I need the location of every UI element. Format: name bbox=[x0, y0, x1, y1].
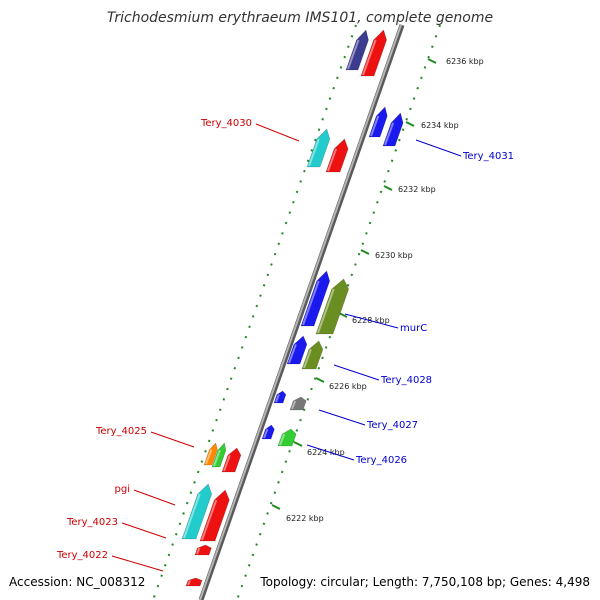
gene-arrow[interactable] bbox=[360, 29, 387, 77]
topology-text: Topology: circular; Length: 7,750,108 bp… bbox=[259, 575, 590, 589]
gene-arrow-highlight bbox=[308, 138, 320, 167]
tick-mark bbox=[271, 504, 281, 510]
tick-label: 6232 kbp bbox=[398, 185, 436, 194]
tick-mark bbox=[427, 58, 437, 64]
gene-arrow-highlight bbox=[263, 428, 269, 439]
tick-mark bbox=[293, 441, 303, 447]
gene-arrow-highlight bbox=[201, 499, 218, 541]
gene-arrow-highlight bbox=[303, 349, 312, 369]
gene-arrow[interactable] bbox=[382, 112, 404, 147]
tick-label: 6224 kbp bbox=[307, 448, 345, 457]
gene-arrow-highlight bbox=[196, 547, 201, 555]
tick-label: 6236 kbp bbox=[446, 57, 484, 66]
gene-arrow-highlight bbox=[288, 344, 297, 364]
gene-label-leader bbox=[415, 139, 462, 157]
tick-label: 6222 kbp bbox=[286, 514, 324, 523]
gene-arrow-highlight bbox=[370, 115, 380, 137]
gene-arrow[interactable] bbox=[289, 396, 307, 411]
gene-label-leader bbox=[306, 444, 355, 461]
gene-arrow[interactable] bbox=[194, 544, 212, 556]
tick-label: 6230 kbp bbox=[375, 251, 413, 260]
genes-layer bbox=[181, 29, 404, 587]
labels-layer: Tery_4030 Tery_4031 murC Tery_4028 Tery_4027… bbox=[56, 118, 514, 572]
gene-label[interactable]: Tery_4031 bbox=[462, 151, 514, 162]
tick-mark bbox=[360, 249, 370, 255]
gene-arrow-highlight bbox=[362, 39, 377, 76]
gene-arrow[interactable] bbox=[203, 442, 218, 466]
gene-arrow-highlight bbox=[205, 449, 213, 465]
tick-mark bbox=[338, 312, 348, 318]
gene-arrow[interactable] bbox=[345, 29, 369, 71]
gene-arrow-highlight bbox=[347, 39, 360, 70]
gene-arrow[interactable] bbox=[368, 106, 388, 138]
gene-arrow[interactable] bbox=[325, 138, 349, 173]
gene-label[interactable]: Tery_4025 bbox=[95, 426, 147, 437]
gene-arrow-highlight bbox=[327, 148, 338, 172]
gene-arrow[interactable] bbox=[273, 390, 287, 404]
accession-text: Accession: NC_008312 bbox=[9, 575, 145, 589]
gene-label-leader bbox=[111, 555, 164, 572]
gene-arrow[interactable] bbox=[199, 489, 230, 542]
gene-label-leader bbox=[333, 364, 380, 381]
tick-mark bbox=[383, 185, 393, 191]
gene-label[interactable]: pgi bbox=[115, 484, 130, 495]
gene-arrow-highlight bbox=[275, 394, 280, 403]
gene-arrow-highlight bbox=[291, 400, 297, 410]
gene-label[interactable]: Tery_4028 bbox=[380, 375, 432, 386]
tick-mark bbox=[405, 121, 415, 127]
gene-label[interactable]: murC bbox=[400, 323, 427, 334]
gene-arrow-highlight bbox=[187, 580, 191, 586]
gene-arrow[interactable] bbox=[261, 424, 275, 440]
gene-arrow-highlight bbox=[279, 433, 286, 446]
tick-label: 6234 kbp bbox=[421, 121, 459, 130]
gene-label-leader bbox=[121, 522, 167, 539]
gene-arrow[interactable] bbox=[277, 428, 297, 447]
gene-arrow[interactable] bbox=[306, 128, 331, 168]
gene-arrow-highlight bbox=[213, 449, 221, 467]
gene-arrow-highlight bbox=[384, 122, 395, 146]
gene-label[interactable]: Tery_4023 bbox=[66, 517, 118, 528]
gene-arrow[interactable] bbox=[181, 483, 213, 540]
gene-arrow[interactable] bbox=[221, 447, 242, 473]
gene-label-leader bbox=[318, 409, 366, 426]
gene-arrow-highlight bbox=[317, 288, 335, 334]
gene-arrow[interactable] bbox=[211, 442, 227, 468]
gene-arrow-highlight bbox=[183, 493, 201, 539]
gene-arrow[interactable] bbox=[185, 577, 203, 587]
tick-mark bbox=[315, 377, 325, 383]
gene-label[interactable]: Tery_4022 bbox=[56, 550, 108, 561]
gene-label[interactable]: Tery_4027 bbox=[366, 420, 418, 431]
gene-label-leader bbox=[344, 313, 399, 329]
gene-arrow-highlight bbox=[302, 280, 320, 326]
gene-label[interactable]: Tery_4030 bbox=[200, 118, 252, 129]
gene-arrow[interactable] bbox=[301, 340, 324, 370]
gene-arrow[interactable] bbox=[300, 270, 331, 327]
gene-label-leader bbox=[255, 123, 300, 142]
genome-backbone bbox=[199, 24, 402, 600]
gene-label-leader bbox=[150, 431, 195, 448]
gene-arrow-highlight bbox=[223, 454, 231, 472]
gene-label-leader bbox=[133, 489, 176, 506]
map-title: Trichodesmium erythraeum IMS101, complet… bbox=[107, 10, 493, 26]
tick-label: 6226 kbp bbox=[329, 382, 367, 391]
gene-arrow[interactable] bbox=[286, 335, 308, 365]
gene-arrow[interactable] bbox=[315, 278, 350, 335]
gene-label[interactable]: Tery_4026 bbox=[355, 455, 407, 466]
